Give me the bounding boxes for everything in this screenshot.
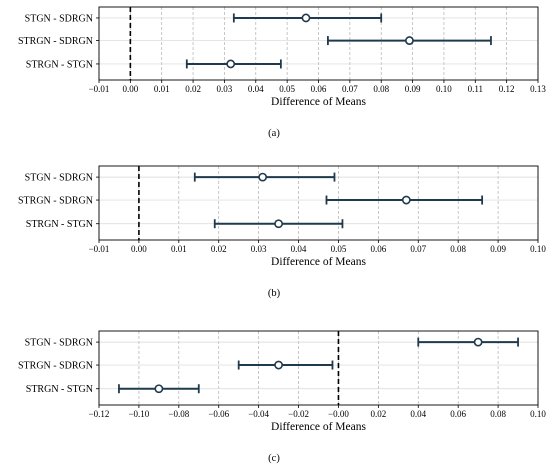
x-tick-label: −0.00	[328, 409, 349, 419]
x-tick-label: 0.04	[248, 84, 264, 94]
x-axis-title: Difference of Means	[271, 421, 366, 433]
x-tick-label: 0.09	[490, 244, 506, 254]
chart-panel-3: −0.12 −0.10 −0.08 −0.06 −0.04 −0.02 −0.00 0.02 0…	[18, 330, 546, 464]
x-tick-label: −0.08	[168, 409, 189, 419]
mean-marker	[274, 360, 283, 370]
x-tick-label: 0.11	[468, 84, 483, 94]
category-label: STGN - SDRGN	[25, 173, 93, 184]
category-label: STGN - SDRGN	[25, 338, 93, 349]
x-tick-label: −0.02	[288, 409, 309, 419]
x-tick-label: 0.09	[405, 84, 421, 94]
x-tick-label: 0.05	[331, 244, 347, 254]
x-tick-label: 0.04	[410, 409, 426, 419]
x-tick-label: 0.02	[211, 244, 227, 254]
category-label: STRGN - STGN	[26, 59, 93, 70]
mean-marker	[405, 36, 414, 45]
mean-marker	[226, 59, 236, 69]
x-tick-label: 0.12	[499, 84, 515, 94]
x-axis-title: Difference of Means	[271, 96, 366, 108]
x-tick-label: 0.03	[217, 84, 233, 94]
mean-marker	[154, 384, 164, 394]
x-tick-label: 0.02	[370, 409, 386, 419]
x-tick-label: 0.01	[154, 84, 170, 94]
mean-marker	[274, 219, 283, 229]
x-tick-label: 0.08	[490, 409, 506, 419]
mean-marker	[258, 172, 268, 182]
x-tick-label: −0.04	[248, 409, 269, 419]
x-tick-label: 0.08	[450, 244, 466, 254]
plot-frame	[98, 165, 539, 241]
category-label: STRGN - SDRGN	[18, 361, 93, 372]
x-tick-label: 0.08	[373, 84, 389, 94]
x-tick-label: −0.10	[128, 409, 149, 419]
x-tick-label: 0.10	[530, 244, 546, 254]
x-tick-label: 0.07	[410, 244, 426, 254]
x-tick-label: 0.02	[185, 84, 201, 94]
x-tick-label: −0.12	[89, 409, 110, 419]
chart-panel-2: −0.01 0.00 0.01 0.02 0.03 0.04 0.05 0.06 0.07 0.0…	[18, 165, 546, 299]
x-tick-label: 0.06	[370, 244, 386, 254]
x-tick-label: 0.04	[291, 244, 307, 254]
mean-marker	[401, 195, 411, 205]
x-tick-label: 0.10	[530, 409, 546, 419]
panel-caption: (b)	[268, 288, 281, 299]
x-tick-label: 0.07	[342, 84, 358, 94]
category-label: STRGN - SDRGN	[18, 196, 93, 207]
x-tick-label: 0.00	[131, 244, 147, 254]
x-tick-label: 0.10	[436, 84, 452, 94]
x-tick-label: −0.01	[89, 84, 110, 94]
category-label: STRGN - STGN	[26, 384, 93, 395]
x-axis-title: Difference of Means	[271, 256, 366, 268]
x-tick-label: 0.06	[311, 84, 327, 94]
x-tick-label: 0.13	[530, 84, 546, 94]
x-tick-label: 0.06	[450, 409, 466, 419]
x-tick-label: −0.06	[208, 409, 229, 419]
panel-caption: (c)	[268, 453, 280, 464]
x-tick-label: −0.01	[89, 244, 110, 254]
panel-caption: (a)	[268, 128, 280, 139]
category-label: STRGN - SDRGN	[18, 36, 93, 47]
x-tick-label: 0.00	[122, 84, 138, 94]
category-label: STRGN - STGN	[26, 219, 93, 230]
chart-panel-1: −0.01 0.00 0.01 0.02 0.03 0.04 0.05 0.06 0.07 0.0…	[18, 6, 546, 139]
category-label: STGN - SDRGN	[25, 13, 93, 24]
plot-frame	[98, 330, 539, 406]
x-tick-label: 0.05	[279, 84, 295, 94]
x-tick-label: 0.03	[251, 244, 267, 254]
mean-marker	[473, 337, 483, 347]
x-tick-label: 0.01	[171, 244, 187, 254]
mean-marker	[301, 13, 311, 23]
